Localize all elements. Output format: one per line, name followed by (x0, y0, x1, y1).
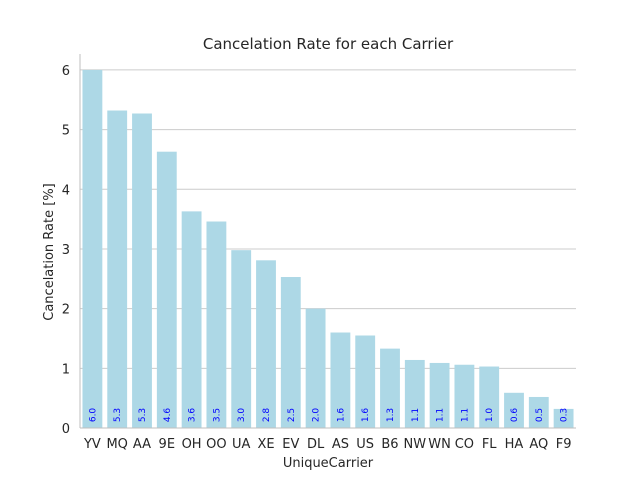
bar-dl (305, 308, 326, 428)
x-tick-label: AA (133, 437, 151, 452)
y-tick-label: 2 (62, 303, 70, 318)
bar-aq (528, 396, 549, 428)
x-tick-label: UA (232, 437, 251, 452)
data-label-oh: 3.6 (188, 408, 198, 423)
x-tick-label: US (356, 437, 374, 452)
x-tick-label: OH (182, 437, 202, 452)
x-tick-label: DL (307, 437, 325, 452)
bar-ua (231, 250, 252, 428)
bar-yv (82, 69, 103, 428)
x-tick-label: 9E (159, 437, 176, 452)
bar-xe (256, 260, 276, 428)
bar-fl (479, 366, 500, 428)
bar-ha (504, 392, 524, 428)
data-label-ha: 0.6 (510, 408, 520, 423)
y-tick-label: 3 (62, 243, 70, 258)
data-label-xe: 2.8 (262, 408, 272, 423)
x-tick-label: HA (505, 437, 524, 452)
x-tick-label: XE (257, 437, 274, 452)
y-tick-label: 6 (62, 64, 70, 79)
bar-nw (404, 359, 425, 428)
bar-9e (156, 151, 177, 428)
x-tick-label: AQ (529, 437, 548, 452)
y-tick-labels: 0 1 2 3 4 5 6 (62, 64, 70, 437)
x-tick-label: OO (206, 437, 226, 452)
bar-wn (429, 362, 450, 428)
x-tick-label: B6 (381, 437, 398, 452)
data-label-fl: 1.0 (485, 408, 495, 423)
x-tick-label: CO (455, 437, 474, 452)
bar-mq (107, 110, 128, 429)
data-labels: 6.0 5.3 5.3 4.6 3.6 3.5 3.0 2.8 2.5 2.0 1.6 1.6 1.3 1… (88, 408, 569, 423)
data-label-9e: 4.6 (163, 408, 173, 423)
data-label-yv: 6.0 (88, 408, 98, 423)
bar-ev (280, 277, 301, 428)
y-tick-label: 1 (62, 362, 70, 377)
x-tick-label: NW (404, 437, 427, 452)
data-label-wn: 1.1 (436, 408, 446, 422)
data-label-nw: 1.1 (411, 408, 421, 422)
data-label-f9: 0.3 (560, 408, 570, 422)
x-axis-label: UniqueCarrier (283, 456, 374, 471)
bar-co (454, 364, 475, 428)
x-tick-label: WN (428, 437, 451, 452)
y-tick-label: 0 (62, 422, 70, 437)
data-label-dl: 2.0 (312, 408, 322, 423)
y-tick-label: 4 (62, 183, 70, 198)
data-label-oo: 3.5 (212, 408, 222, 422)
data-label-aa: 5.3 (138, 408, 148, 422)
x-tick-label: AS (332, 437, 349, 452)
chart-title: Cancelation Rate for each Carrier (203, 35, 454, 53)
x-tick-label: YV (83, 437, 101, 452)
data-label-mq: 5.3 (113, 408, 123, 422)
bar-as (330, 332, 351, 428)
bar-b6 (380, 348, 400, 428)
bar-us (355, 335, 376, 428)
bar-oh (181, 211, 202, 428)
data-label-aq: 0.5 (535, 408, 545, 422)
x-tick-labels: YV MQ AA 9E OH OO UA XE EV DL AS US B6 NW WN CO FL HA AQ F9 (83, 437, 571, 452)
x-tick-label: FL (482, 437, 497, 452)
x-tick-label: EV (282, 437, 299, 452)
y-tick-label: 5 (62, 124, 70, 139)
bars (82, 69, 574, 429)
x-tick-label: MQ (106, 437, 127, 452)
data-label-ua: 3.0 (237, 408, 247, 423)
bar-aa (132, 113, 152, 428)
y-axis-label: Cancelation Rate [%] (42, 183, 57, 320)
bar-oo (206, 221, 227, 428)
bar-f9 (553, 408, 574, 428)
data-label-b6: 1.3 (386, 408, 396, 422)
data-label-co: 1.1 (460, 408, 470, 422)
data-label-ev: 2.5 (287, 408, 297, 422)
data-label-us: 1.6 (361, 408, 371, 423)
x-tick-label: F9 (556, 437, 572, 452)
gridlines (80, 69, 576, 429)
data-label-as: 1.6 (336, 408, 346, 423)
